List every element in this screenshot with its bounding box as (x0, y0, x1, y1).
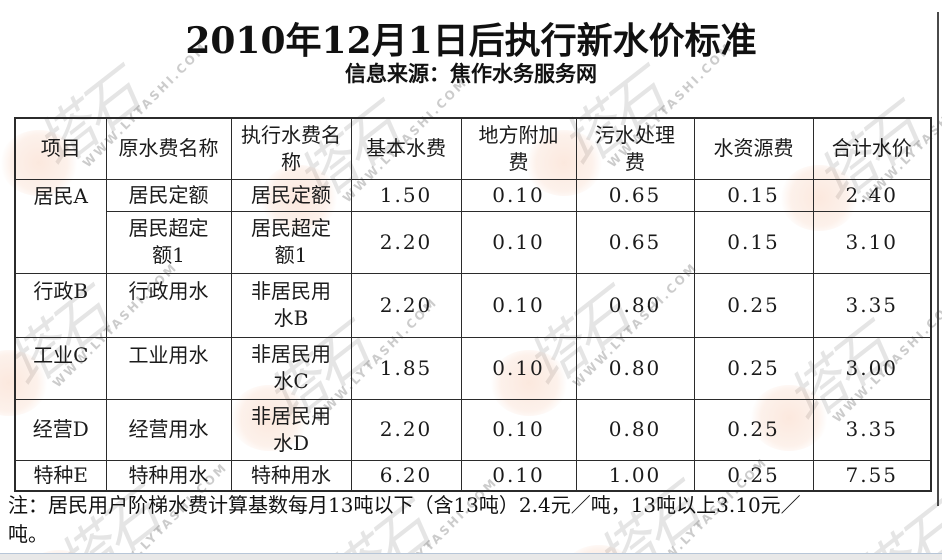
table-cell: 3.35 (812, 272, 932, 338)
table-cell: 0.10 (460, 398, 577, 461)
table-cell: 行政B (14, 272, 107, 338)
table-header-row: 项目 原水费名称 执行水费名 称 基本水费 地方附加 费 污水处理 费 水资源费… (14, 117, 932, 180)
table-cell: 0.25 (693, 459, 814, 492)
table-cell: 3.10 (812, 210, 932, 274)
table-cell: 0.65 (575, 210, 695, 274)
table-row: 居民超定 额1 居民超定 额1 2.20 0.10 0.65 0.15 3.10 (15, 210, 932, 274)
table-cell: 0.25 (693, 398, 814, 461)
col-header-resource-fee: 水资源费 (693, 117, 814, 180)
col-header-sewage-fee: 污水处理 费 (575, 117, 695, 180)
table-cell: 0.10 (460, 272, 577, 338)
table-cell: 特种E (14, 459, 107, 492)
table-cell: 0.15 (693, 178, 814, 212)
col-header-item: 项目 (14, 117, 107, 180)
table-row: 工业C 工业用水 非居民用 水C 1.85 0.10 0.80 0.25 3.0… (14, 336, 932, 400)
table-row: 行政B 行政用水 非居民用 水B 2.20 0.10 0.80 0.25 3.3… (14, 272, 932, 338)
col-header-basic-fee: 基本水费 (350, 117, 462, 180)
table-cell: 0.10 (460, 178, 577, 212)
table-cell: 居民超定 额1 (105, 210, 232, 274)
page-subtitle: 信息来源：焦作水务服务网 (345, 61, 597, 86)
table-cell: 经营D (14, 398, 107, 461)
table-cell: 居民定额 (105, 178, 232, 212)
table-cell: 非居民用 水C (230, 336, 352, 400)
table-cell: 行政用水 (105, 272, 232, 338)
table-cell: 1.00 (575, 459, 695, 492)
col-header-new-fee-name: 执行水费名 称 (230, 117, 352, 180)
table-cell: 经营用水 (105, 398, 232, 461)
table-cell: 0.80 (575, 398, 695, 461)
col-header-total-price: 合计水价 (812, 117, 932, 180)
table-cell: 1.50 (350, 178, 462, 212)
table-cell: 0.25 (693, 272, 814, 338)
table-cell: 3.00 (812, 336, 932, 400)
table-cell: 居民超定 额1 (230, 210, 352, 274)
table-cell: 1.85 (350, 336, 462, 400)
table-cell: 2.20 (350, 398, 462, 461)
footnote: 注：居民用户阶梯水费计算基数每月13吨以下（含13吨）2.4元／吨，13吨以上3… (8, 493, 801, 546)
table-row: 居民A 居民定额 居民定额 1.50 0.10 0.65 0.15 2.40 (14, 178, 932, 274)
table-cell: 0.10 (460, 210, 577, 274)
table-cell: 3.35 (812, 398, 932, 461)
table-cell: 居民定额 (230, 178, 352, 212)
table-cell: 工业用水 (105, 336, 232, 400)
page-edge-line (937, 12, 939, 506)
table-cell: 7.55 (812, 459, 932, 492)
table-cell: 工业C (14, 336, 107, 400)
table-cell: 2.20 (350, 272, 462, 338)
table-cell: 0.10 (460, 336, 577, 400)
horizontal-scrollbar[interactable] (0, 553, 942, 560)
table-cell: 0.80 (575, 272, 695, 338)
col-header-local-surcharge: 地方附加 费 (460, 117, 577, 180)
table-cell: 0.15 (693, 210, 814, 274)
col-header-old-fee-name: 原水费名称 (105, 117, 232, 180)
table-cell: 特种用水 (230, 459, 352, 492)
page-title: 2010年12月1日后执行新水价标准 (185, 20, 757, 62)
table-cell: 0.65 (575, 178, 695, 212)
table-row: 经营D 经营用水 非居民用 水D 2.20 0.10 0.80 0.25 3.3… (14, 398, 932, 461)
table-cell: 0.10 (460, 459, 577, 492)
table-cell: 6.20 (350, 459, 462, 492)
table-row: 特种E 特种用水 特种用水 6.20 0.10 1.00 0.25 7.55 (14, 459, 932, 492)
table-cell: 非居民用 水B (230, 272, 352, 338)
table-cell: 特种用水 (105, 459, 232, 492)
table-cell: 居民A (14, 178, 107, 274)
water-price-table: 项目 原水费名称 执行水费名 称 基本水费 地方附加 费 污水处理 费 水资源费… (14, 117, 932, 492)
table-cell: 非居民用 水D (230, 398, 352, 461)
table-cell: 2.40 (812, 178, 932, 212)
table-cell: 2.20 (350, 210, 462, 274)
table-cell: 0.80 (575, 336, 695, 400)
table-cell: 0.25 (693, 336, 814, 400)
